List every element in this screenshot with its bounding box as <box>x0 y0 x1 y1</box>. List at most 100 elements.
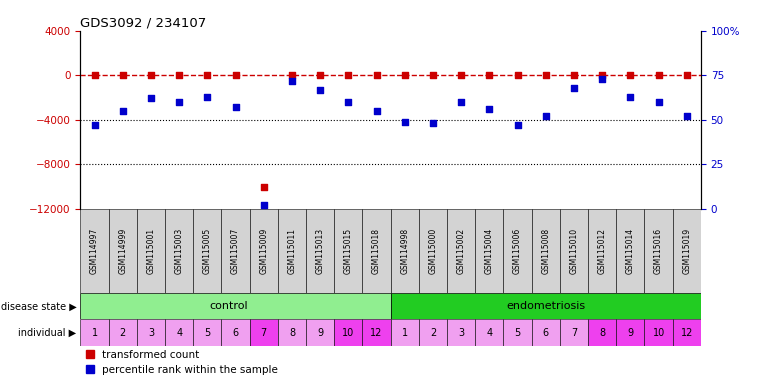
Text: GDS3092 / 234107: GDS3092 / 234107 <box>80 17 207 30</box>
Text: GSM115019: GSM115019 <box>683 228 691 274</box>
Point <box>257 184 270 190</box>
FancyBboxPatch shape <box>278 209 306 293</box>
Point <box>681 72 693 78</box>
Text: 5: 5 <box>205 328 211 338</box>
Text: 3: 3 <box>458 328 464 338</box>
Text: GSM115015: GSM115015 <box>344 228 353 274</box>
Point <box>230 72 242 78</box>
Text: 12: 12 <box>681 328 693 338</box>
Point <box>201 72 214 78</box>
Point <box>201 94 214 100</box>
Point <box>398 72 411 78</box>
Text: individual ▶: individual ▶ <box>18 328 77 338</box>
Text: 6: 6 <box>543 328 548 338</box>
FancyBboxPatch shape <box>447 209 475 293</box>
Point <box>624 72 637 78</box>
FancyBboxPatch shape <box>109 209 137 293</box>
FancyBboxPatch shape <box>673 209 701 293</box>
FancyBboxPatch shape <box>475 209 503 293</box>
FancyBboxPatch shape <box>560 319 588 346</box>
Point <box>173 72 185 78</box>
Text: GSM114999: GSM114999 <box>118 228 127 274</box>
Text: GSM114998: GSM114998 <box>401 228 409 274</box>
Point <box>145 72 157 78</box>
Text: GSM115008: GSM115008 <box>542 228 550 274</box>
FancyBboxPatch shape <box>193 209 221 293</box>
Point <box>653 99 665 105</box>
FancyBboxPatch shape <box>362 209 391 293</box>
Point <box>483 72 496 78</box>
FancyBboxPatch shape <box>560 209 588 293</box>
Point <box>116 72 129 78</box>
FancyBboxPatch shape <box>137 319 165 346</box>
FancyBboxPatch shape <box>80 319 109 346</box>
FancyBboxPatch shape <box>644 319 673 346</box>
Point <box>116 108 129 114</box>
Text: 12: 12 <box>371 328 383 338</box>
Point <box>568 72 580 78</box>
FancyBboxPatch shape <box>644 209 673 293</box>
Text: endometriosis: endometriosis <box>506 301 585 311</box>
FancyBboxPatch shape <box>503 209 532 293</box>
Point <box>653 72 665 78</box>
Text: 4: 4 <box>486 328 493 338</box>
Text: 1: 1 <box>401 328 408 338</box>
FancyBboxPatch shape <box>334 319 362 346</box>
Text: GSM115002: GSM115002 <box>457 228 466 274</box>
Text: 2: 2 <box>119 328 126 338</box>
Point <box>314 72 326 78</box>
FancyBboxPatch shape <box>419 319 447 346</box>
FancyBboxPatch shape <box>250 319 278 346</box>
Point <box>427 72 439 78</box>
Text: GSM115009: GSM115009 <box>259 228 268 274</box>
Point <box>455 99 467 105</box>
FancyBboxPatch shape <box>137 209 165 293</box>
Point <box>371 72 383 78</box>
Text: GSM115005: GSM115005 <box>203 228 212 274</box>
Text: 10: 10 <box>653 328 665 338</box>
Point <box>427 120 439 126</box>
Point <box>88 72 100 78</box>
Point <box>681 113 693 119</box>
Text: GSM115003: GSM115003 <box>175 228 184 274</box>
Point <box>512 72 524 78</box>
Text: GSM115007: GSM115007 <box>231 228 240 274</box>
FancyBboxPatch shape <box>362 319 391 346</box>
FancyBboxPatch shape <box>447 319 475 346</box>
FancyBboxPatch shape <box>503 319 532 346</box>
FancyBboxPatch shape <box>588 319 617 346</box>
Point <box>286 78 298 84</box>
Point <box>342 99 355 105</box>
Point <box>596 76 608 82</box>
Point <box>483 106 496 112</box>
Point <box>624 94 637 100</box>
FancyBboxPatch shape <box>109 319 137 346</box>
Point <box>540 113 552 119</box>
Text: 3: 3 <box>148 328 154 338</box>
Text: 8: 8 <box>289 328 295 338</box>
Legend: transformed count, percentile rank within the sample: transformed count, percentile rank withi… <box>86 350 278 375</box>
Text: 7: 7 <box>260 328 267 338</box>
Text: control: control <box>209 301 248 311</box>
Text: GSM115018: GSM115018 <box>372 228 381 274</box>
Text: 1: 1 <box>91 328 97 338</box>
Text: GSM115014: GSM115014 <box>626 228 635 274</box>
FancyBboxPatch shape <box>475 319 503 346</box>
FancyBboxPatch shape <box>419 209 447 293</box>
FancyBboxPatch shape <box>617 209 644 293</box>
Point <box>455 72 467 78</box>
Point <box>596 72 608 78</box>
FancyBboxPatch shape <box>221 319 250 346</box>
Text: GSM115001: GSM115001 <box>146 228 155 274</box>
FancyBboxPatch shape <box>306 209 334 293</box>
FancyBboxPatch shape <box>673 319 701 346</box>
Text: 10: 10 <box>342 328 355 338</box>
Text: 2: 2 <box>430 328 436 338</box>
FancyBboxPatch shape <box>391 209 419 293</box>
Text: GSM115013: GSM115013 <box>316 228 325 274</box>
Point <box>540 72 552 78</box>
Text: GSM115016: GSM115016 <box>654 228 663 274</box>
FancyBboxPatch shape <box>532 319 560 346</box>
Point <box>512 122 524 128</box>
FancyBboxPatch shape <box>221 209 250 293</box>
